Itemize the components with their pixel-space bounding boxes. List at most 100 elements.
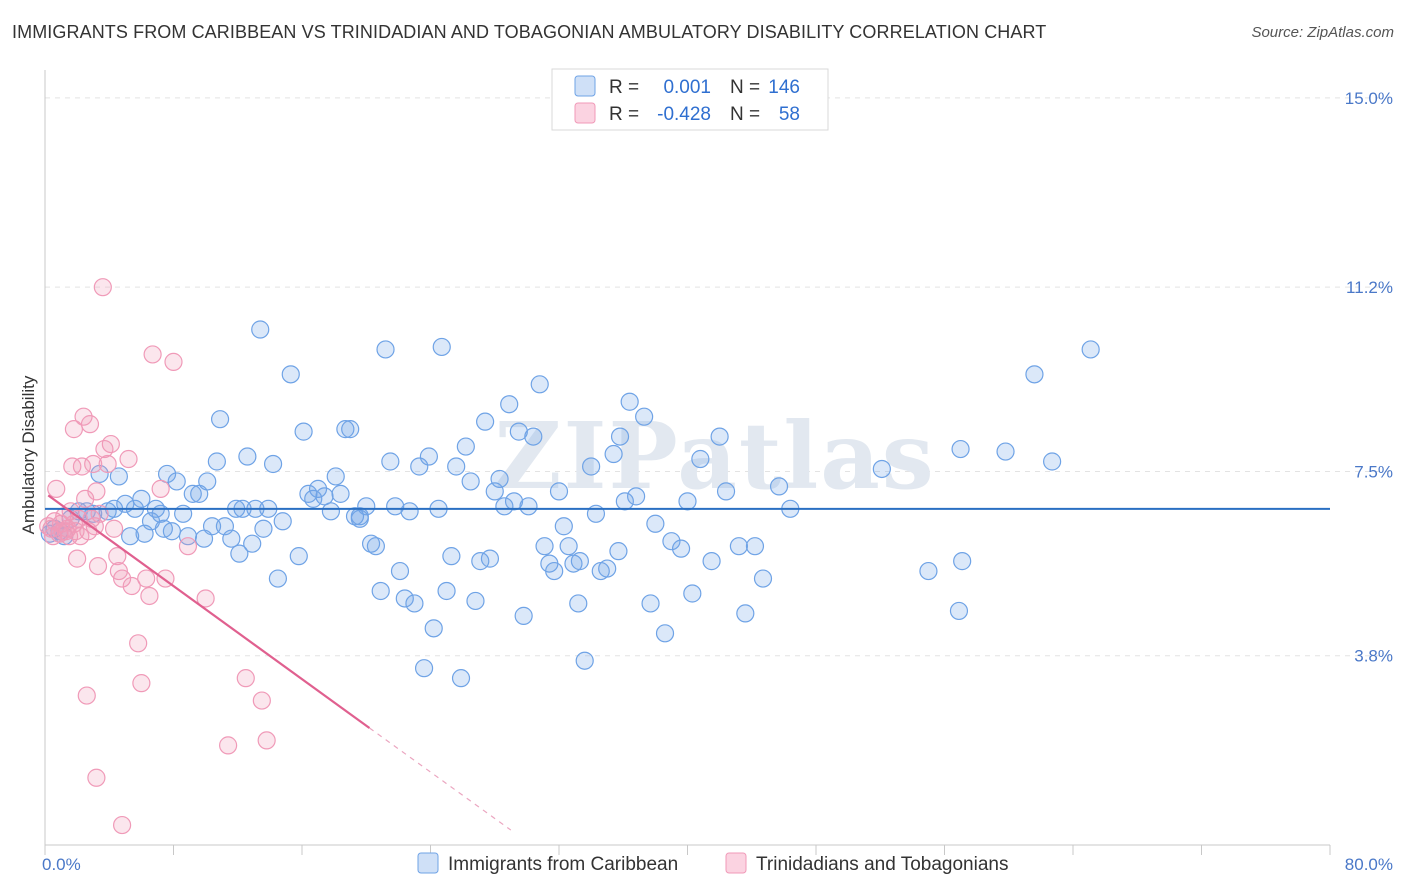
legend-r-label-2: R = — [609, 104, 639, 125]
legend-n-value-1: 146 — [768, 77, 800, 98]
caribbean-point — [400, 502, 419, 521]
trinidadian-point — [119, 449, 138, 469]
caribbean-point — [361, 534, 381, 553]
trinidadian-point — [47, 479, 66, 498]
trinidadian-point — [132, 674, 151, 693]
caribbean-point — [575, 651, 594, 670]
caribbean-point — [1081, 340, 1100, 359]
caribbean-point — [626, 487, 646, 506]
trinidadian-point — [98, 454, 117, 474]
caribbean-point — [381, 452, 400, 471]
caribbean-point — [263, 454, 283, 474]
trinidadian-point — [236, 669, 255, 688]
caribbean-point — [683, 584, 702, 603]
caribbean-point — [294, 422, 313, 441]
caribbean-point — [132, 489, 151, 508]
trinidadian-point — [137, 569, 156, 588]
trinidadian-point — [151, 479, 170, 498]
trinidadian-point — [219, 736, 238, 755]
caribbean-point — [691, 449, 710, 469]
y-axis-label: Ambulatory Disability — [19, 375, 38, 534]
caribbean-point — [308, 479, 328, 498]
caribbean-point — [371, 581, 390, 601]
caribbean-point — [405, 594, 424, 613]
caribbean-point — [480, 549, 500, 568]
caribbean-point — [559, 537, 578, 556]
caribbean-point — [1043, 452, 1062, 471]
caribbean-point — [872, 459, 891, 479]
caribbean-point — [451, 669, 471, 688]
trinidadian-point — [80, 415, 100, 434]
trinidadian-point — [101, 434, 120, 454]
legend-n-label-1: N = — [730, 77, 760, 98]
x-tick-label: 80.0% — [1345, 855, 1393, 874]
x-tick-label: 0.0% — [42, 855, 81, 874]
trinidadian-point — [112, 815, 132, 835]
trinidadian-point — [122, 576, 141, 596]
trinidadian-point — [112, 569, 132, 588]
caribbean-point — [162, 522, 181, 541]
legend-r-value-1: 0.001 — [663, 77, 711, 98]
caribbean-point — [273, 512, 292, 531]
source-label: Source: ZipAtlas.com — [1251, 24, 1394, 41]
tick-labels: 3.8% 7.5% 11.2% 15.0% 0.0% 80.0% — [42, 89, 1393, 874]
caribbean-point — [635, 407, 654, 426]
caribbean-point — [326, 467, 345, 486]
caribbean-point — [996, 442, 1015, 461]
caribbean-point — [424, 619, 443, 638]
trinidadian-point — [88, 556, 108, 576]
caribbean-point — [519, 497, 538, 516]
caribbean-point — [662, 532, 681, 551]
caribbean-point — [769, 477, 789, 496]
caribbean-point — [331, 484, 350, 503]
y-tick-label: 11.2% — [1346, 278, 1393, 297]
trinidadian-point — [196, 589, 215, 608]
caribbean-point — [456, 437, 475, 456]
y-tick-label: 7.5% — [1354, 462, 1393, 481]
trinidadian-point — [74, 407, 93, 426]
caribbean-point — [641, 594, 660, 613]
caribbean-point — [509, 422, 528, 441]
caribbean-point — [386, 497, 405, 516]
axes — [44, 70, 1331, 855]
trinidadian-point — [68, 549, 87, 568]
caribbean-point — [476, 412, 495, 431]
caribbean-point — [198, 472, 217, 491]
trinidadian-point — [63, 457, 82, 476]
series-legend: Immigrants from Caribbean Trinidadians a… — [417, 852, 1008, 875]
trinidadian-point — [257, 731, 276, 750]
trinidadian-point — [87, 768, 106, 787]
caribbean-point — [167, 472, 186, 491]
caribbean-point — [109, 467, 128, 486]
y-tick-label: 15.0% — [1345, 89, 1393, 108]
caribbean-point — [598, 559, 617, 578]
caribbean-point — [504, 492, 524, 511]
caribbean-point — [414, 659, 434, 678]
caribbean-points — [40, 320, 1100, 688]
caribbean-point — [202, 517, 222, 536]
caribbean-point — [671, 539, 691, 558]
legend-n-label-2: N = — [730, 104, 760, 125]
caribbean-point — [736, 604, 755, 623]
caribbean-point — [210, 410, 230, 429]
caribbean-point — [419, 447, 438, 466]
trinidadian-point — [140, 586, 159, 606]
trinidadian-point — [77, 686, 96, 705]
caribbean-point — [490, 469, 509, 489]
caribbean-point — [646, 514, 665, 533]
caribbean-point — [524, 427, 543, 446]
series-label-caribbean: Immigrants from Caribbean — [448, 854, 678, 875]
legend-r-label-1: R = — [609, 77, 639, 98]
caribbean-point — [569, 594, 588, 613]
caribbean-point — [716, 482, 736, 501]
caribbean-point — [341, 420, 360, 439]
trinidadian-point — [72, 457, 92, 476]
caribbean-point — [207, 452, 226, 471]
caribbean-point — [514, 606, 533, 625]
caribbean-point — [554, 517, 573, 536]
caribbean-point — [390, 561, 410, 581]
caribbean-point — [500, 395, 519, 414]
caribbean-point — [582, 457, 601, 476]
legend-box — [551, 68, 829, 131]
